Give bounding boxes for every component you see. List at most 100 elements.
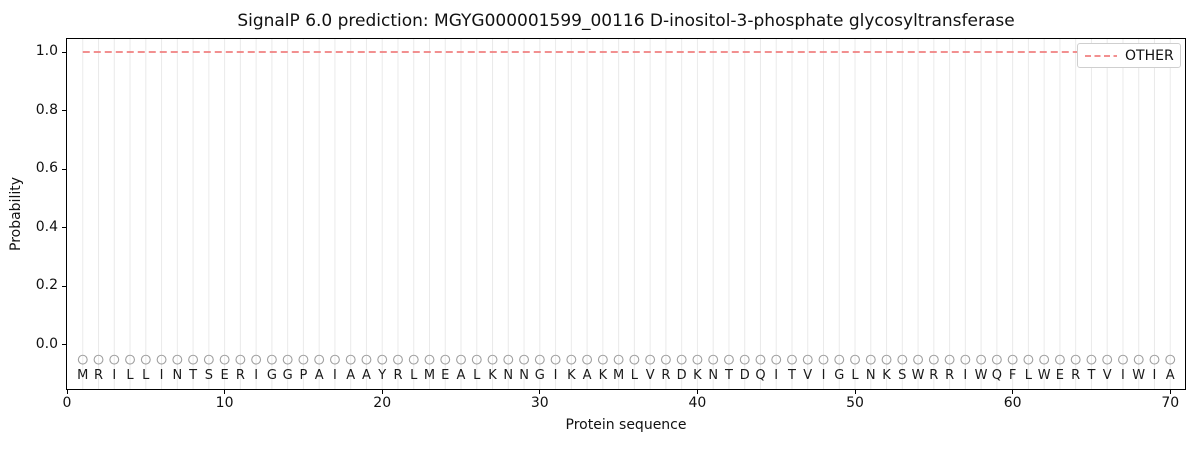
y-axis-label: Probability xyxy=(8,176,24,252)
residue-letter: A xyxy=(583,368,592,383)
y-tick-mark xyxy=(62,51,66,53)
residue-marker-circle xyxy=(582,354,593,365)
residue-marker-circle xyxy=(487,354,498,365)
residue-letter: A xyxy=(346,368,355,383)
residue-marker-circle xyxy=(93,354,104,365)
residue-marker-circle xyxy=(1023,354,1034,365)
residue-marker-circle xyxy=(1133,354,1144,365)
x-tick-mark xyxy=(381,390,383,394)
residue-letter: K xyxy=(599,368,608,383)
residue-letter: I xyxy=(333,368,337,383)
x-axis-label: Protein sequence xyxy=(565,417,687,433)
residue-letter: G xyxy=(535,368,545,383)
residue-letter: L xyxy=(142,368,150,383)
residue-letter: M xyxy=(613,368,624,383)
residue-letter: V xyxy=(803,368,812,383)
residue-letter: T xyxy=(188,368,197,383)
residue-letter: A xyxy=(362,368,371,383)
x-tick-mark xyxy=(1012,390,1014,394)
residue-letter: M xyxy=(424,368,435,383)
y-tick-mark xyxy=(62,227,66,229)
x-tick-label: 10 xyxy=(215,395,234,411)
residue-marker-circle xyxy=(534,354,545,365)
residue-marker-circle xyxy=(282,354,293,365)
residue-marker-circle xyxy=(897,354,908,365)
residue-marker-circle xyxy=(976,354,987,365)
residue-marker-circle xyxy=(787,354,797,365)
residue-marker-circle xyxy=(723,354,734,365)
residue-marker-circle xyxy=(1054,354,1065,365)
residue-marker-circle xyxy=(566,354,577,365)
residue-letter: W xyxy=(912,368,925,383)
y-tick-label: 0.8 xyxy=(35,101,58,118)
residue-marker-circle xyxy=(188,354,199,365)
residue-letter: W xyxy=(975,368,988,383)
residue-letter: W xyxy=(1132,368,1145,383)
residue-letter: T xyxy=(724,368,733,383)
residue-letter: W xyxy=(1038,368,1051,383)
residue-letter: A xyxy=(1166,368,1175,383)
residue-letter: G xyxy=(834,368,844,383)
residue-letter: I xyxy=(160,368,164,383)
residue-letter: E xyxy=(1056,368,1064,383)
residue-marker-circle xyxy=(850,354,860,365)
residue-marker-circle xyxy=(991,354,1002,365)
residue-marker-circle xyxy=(266,354,277,365)
legend: OTHER xyxy=(1077,43,1181,68)
residue-marker-circle xyxy=(519,354,530,365)
residue-marker-circle xyxy=(550,354,561,365)
residue-marker-circle xyxy=(1039,354,1050,365)
residue-marker-circle xyxy=(645,354,656,365)
residue-marker-circle xyxy=(676,354,687,365)
residue-marker-circle xyxy=(692,354,703,365)
x-tick-label: 0 xyxy=(62,395,72,411)
residue-letter: K xyxy=(488,368,497,383)
residue-marker-circle xyxy=(503,354,514,365)
residue-marker-circle xyxy=(235,354,246,365)
residue-marker-circle xyxy=(708,354,719,365)
y-tick-mark xyxy=(62,285,66,287)
residue-marker-circle xyxy=(1118,354,1128,365)
residue-marker-circle xyxy=(393,354,403,365)
x-tick-mark xyxy=(224,390,226,394)
residue-marker-circle xyxy=(219,354,230,365)
residue-marker-circle xyxy=(755,354,766,365)
y-tick-label: 0.0 xyxy=(35,335,58,352)
residue-marker-circle xyxy=(802,354,813,365)
residue-marker-circle xyxy=(424,354,435,365)
residue-letter: N xyxy=(866,368,876,383)
residue-letter: P xyxy=(299,368,307,383)
residue-letter: R xyxy=(1071,368,1080,383)
residue-letter: L xyxy=(851,368,859,383)
residue-marker-circle xyxy=(1165,354,1176,365)
residue-marker-circle xyxy=(156,354,167,365)
y-tick-mark xyxy=(62,168,66,170)
residue-marker-circle xyxy=(960,354,971,365)
residue-marker-circle xyxy=(1149,354,1160,365)
residue-letter: L xyxy=(126,368,134,383)
residue-marker-circle xyxy=(361,354,372,365)
residue-letter: N xyxy=(708,368,718,383)
residue-letter: I xyxy=(822,368,826,383)
residue-marker-circle xyxy=(314,354,325,365)
residue-letter: T xyxy=(787,368,796,383)
residue-marker-circle xyxy=(471,354,482,365)
residue-letter: V xyxy=(1103,368,1112,383)
residue-marker-circle xyxy=(1086,354,1097,365)
residue-letter: N xyxy=(503,368,513,383)
residue-letter: G xyxy=(267,368,277,383)
residue-marker-circle xyxy=(251,354,262,365)
residue-marker-circle xyxy=(203,354,214,365)
residue-marker-circle xyxy=(125,354,135,365)
residue-letter: R xyxy=(661,368,670,383)
residue-letter: I xyxy=(774,368,778,383)
residue-letter: R xyxy=(236,368,245,383)
residue-letter: Q xyxy=(992,368,1002,383)
residue-letter: Y xyxy=(377,368,386,383)
residue-marker-circle xyxy=(629,354,640,365)
x-tick-label: 60 xyxy=(1003,395,1022,411)
residue-letter: F xyxy=(1009,368,1016,383)
x-tick-label: 70 xyxy=(1161,395,1180,411)
residue-letter: I xyxy=(1153,368,1157,383)
